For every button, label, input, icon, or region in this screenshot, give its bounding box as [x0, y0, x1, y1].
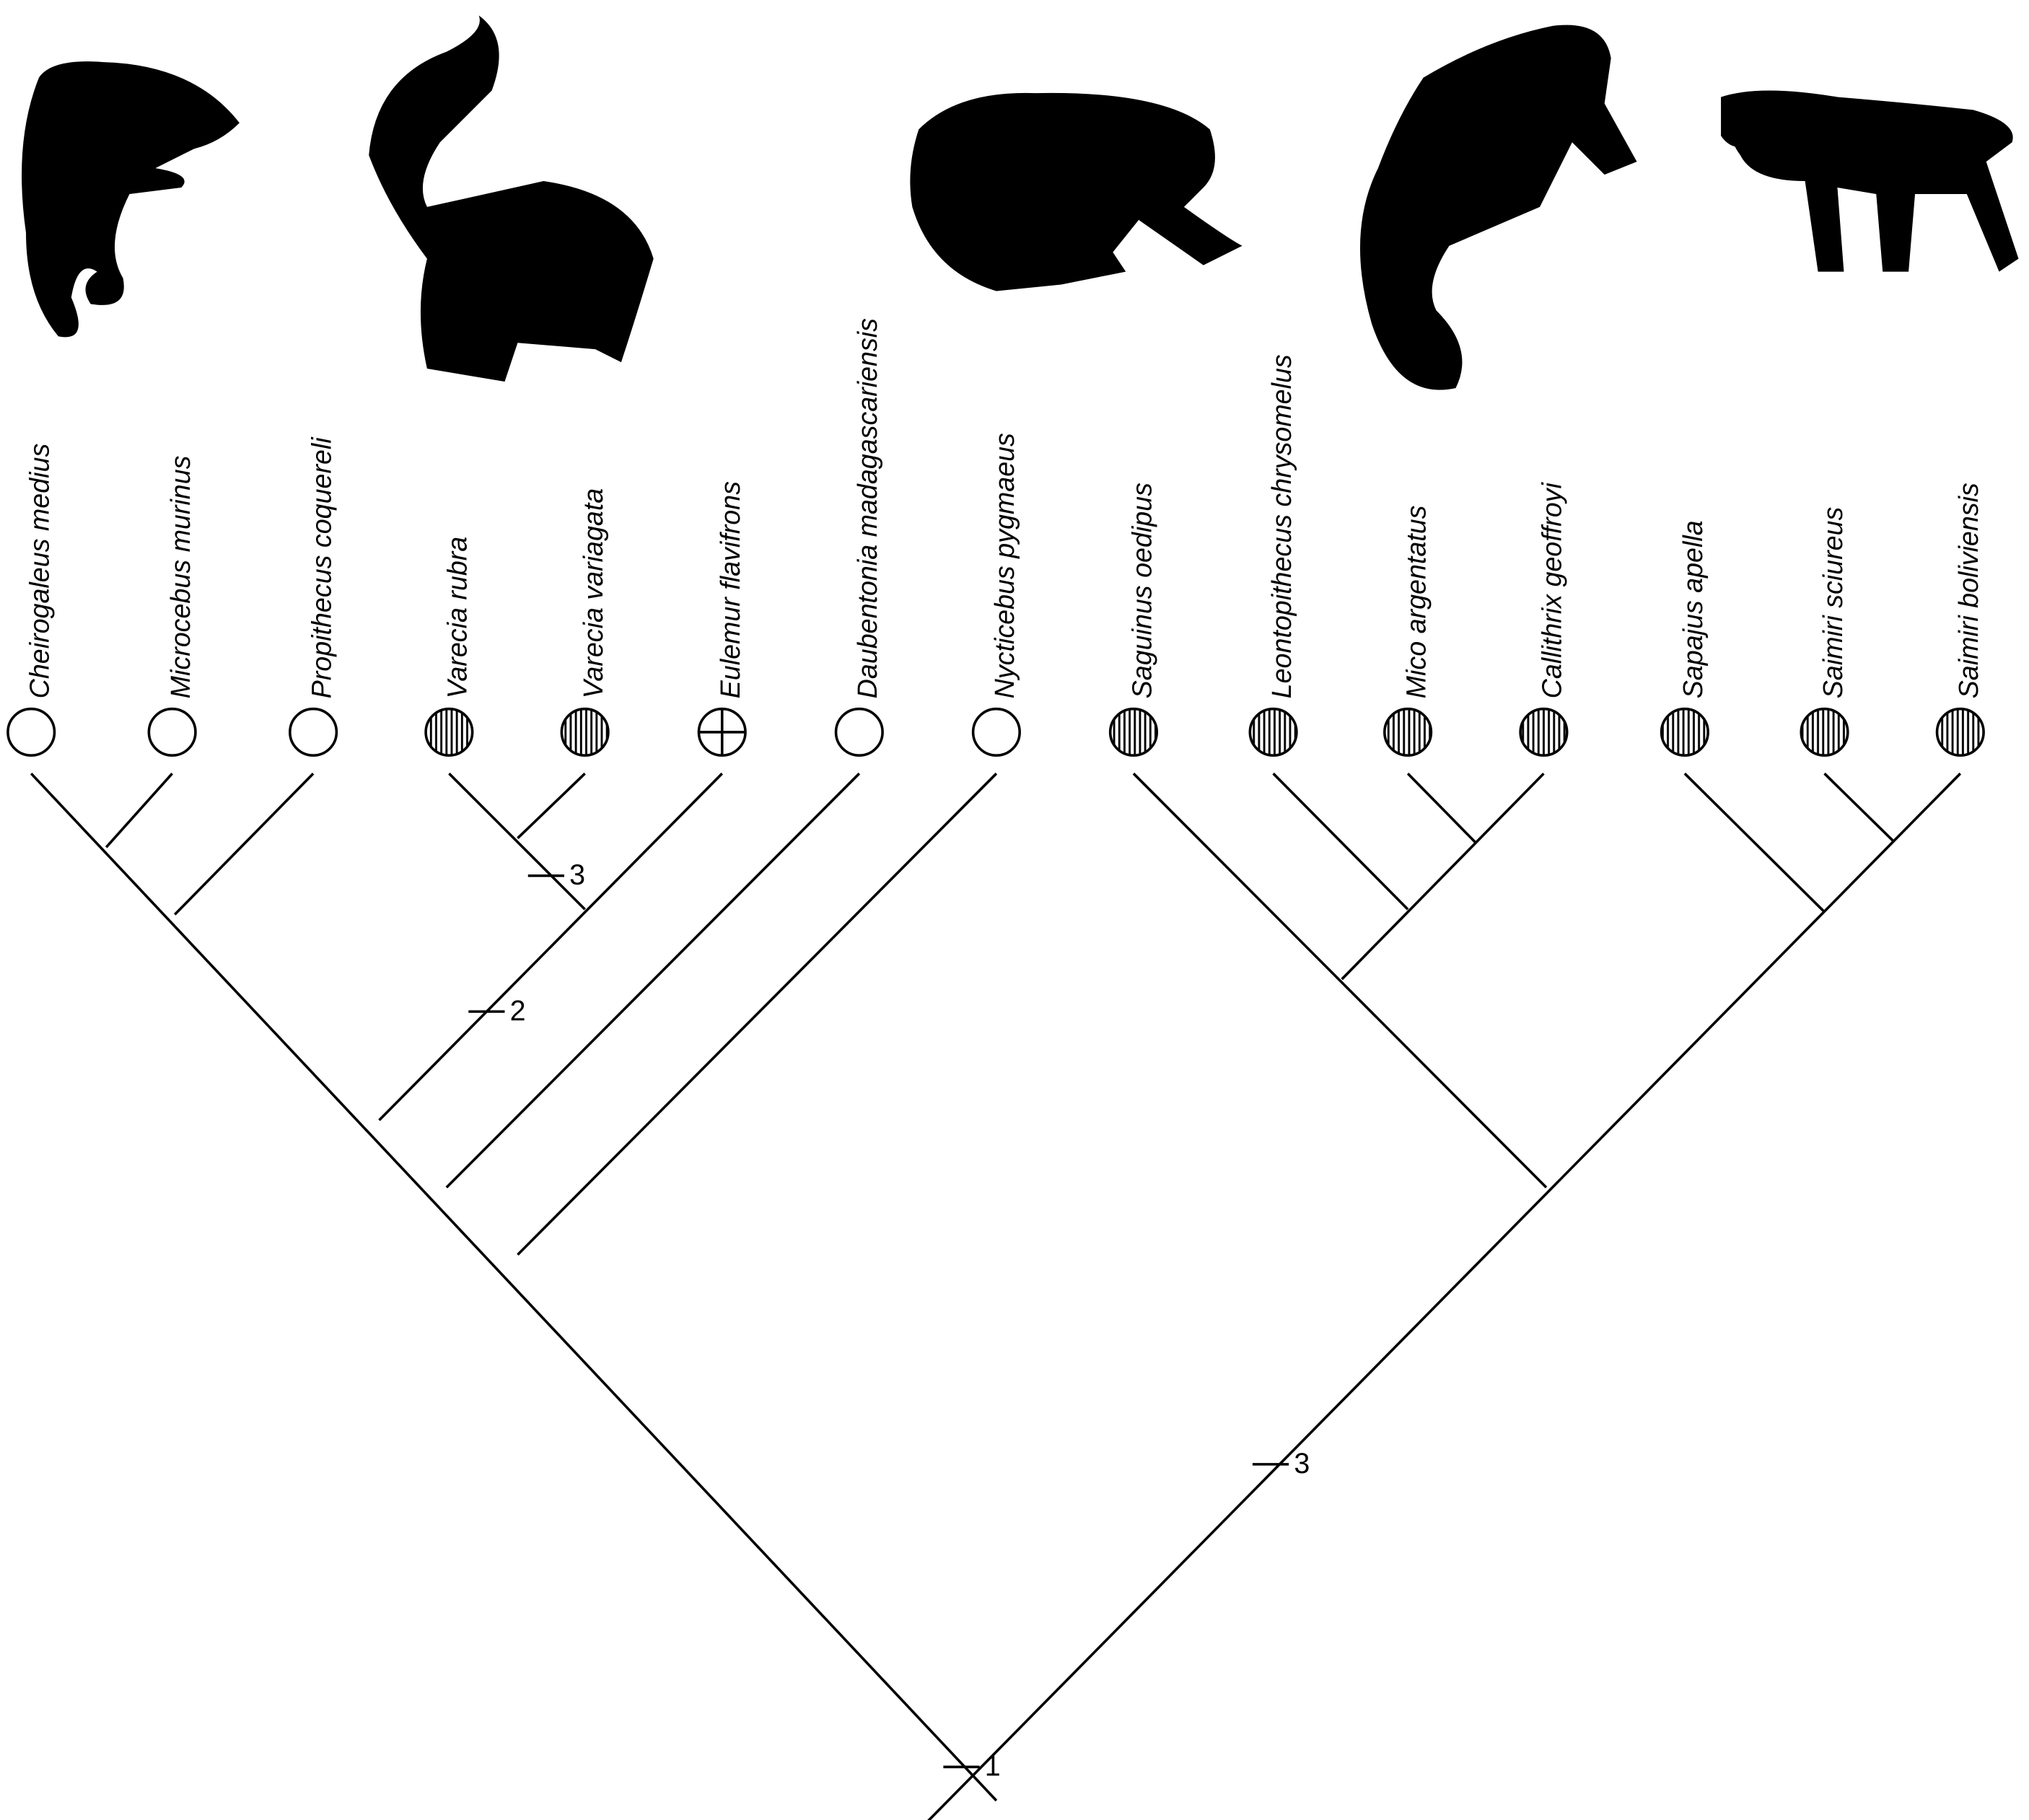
- marker-label: 2: [510, 995, 526, 1027]
- state-symbol: [1383, 707, 1433, 757]
- taxon-label: Saimiri boliviensis: [1953, 483, 1984, 698]
- taxon: Varecia variagata: [560, 488, 610, 757]
- taxon-label: Cheirogaleus medius: [24, 444, 54, 699]
- state-symbol: [289, 707, 338, 757]
- taxon: Cheirogaleus medius: [6, 444, 56, 757]
- taxon-label: Eulemur flavifrons: [715, 481, 745, 698]
- state-symbol: [147, 707, 197, 757]
- taxon-label: Varecia rubra: [442, 537, 473, 699]
- taxon: Propithecus coquereli: [289, 436, 338, 757]
- taxon-label: Sapajus apella: [1678, 520, 1708, 698]
- state-symbol: [6, 707, 56, 757]
- state-symbol: [1108, 707, 1159, 757]
- state-symbol: [1660, 707, 1709, 757]
- taxon: Eulemur flavifrons: [697, 481, 747, 757]
- taxon-label: Microcebus murinus: [165, 455, 196, 698]
- taxon: Varecia rubra: [424, 537, 474, 757]
- markers: 3 2 3 1: [468, 859, 1310, 1782]
- taxon: Microcebus murinus: [147, 455, 197, 757]
- taxon-label: Daubentonia madagascariensis: [852, 318, 882, 698]
- state-symbol: [424, 707, 474, 757]
- taxon: Mico argentatus: [1383, 505, 1433, 757]
- taxon-label: Propithecus coquereli: [306, 436, 336, 699]
- state-symbol: [1935, 707, 1985, 757]
- taxon-label: Leontopithecus chrysomelus: [1266, 354, 1297, 698]
- marker-label: 1: [985, 1751, 1001, 1782]
- state-symbol: [834, 707, 884, 757]
- taxon: Daubentonia madagascariensis: [834, 318, 884, 757]
- taxon: Sapajus apella: [1660, 520, 1709, 757]
- state-symbol: [971, 707, 1021, 757]
- taxon: Leontopithecus chrysomelus: [1248, 354, 1298, 757]
- marker-label: 3: [569, 859, 585, 891]
- taxon: Saimiri boliviensis: [1935, 483, 1985, 757]
- taxa: Cheirogaleus medius Microcebus murinus Pro…: [6, 318, 1985, 757]
- taxon: Nycticebus pygmaeus: [971, 433, 1021, 757]
- state-symbol: [560, 707, 610, 757]
- state-symbol: [1519, 707, 1569, 757]
- silhouettes: [22, 15, 2019, 390]
- taxon-label: Varecia variagata: [578, 488, 608, 699]
- taxon: Saguinus oedipus: [1108, 483, 1159, 757]
- taxon: Callithrix geoffroyi: [1519, 482, 1569, 757]
- taxon-label: Nycticebus pygmaeus: [989, 433, 1020, 698]
- taxon: Saimiri sciureus: [1800, 507, 1849, 757]
- branches: [30, 773, 1962, 1820]
- taxon-label: Callithrix geoffroyi: [1537, 482, 1567, 699]
- state-symbol: [1248, 707, 1298, 757]
- state-symbol: [1800, 707, 1849, 757]
- marker-label: 3: [1294, 1448, 1310, 1480]
- taxon-label: Mico argentatus: [1401, 505, 1431, 698]
- taxon-label: Saimiri sciureus: [1818, 507, 1848, 699]
- taxon-label: Saguinus oedipus: [1126, 483, 1157, 698]
